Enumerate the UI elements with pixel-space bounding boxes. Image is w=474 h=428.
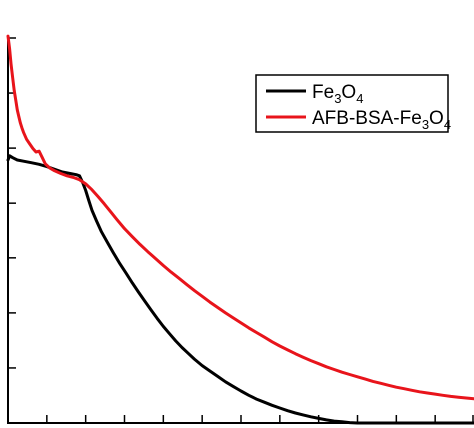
legend-box <box>255 74 449 133</box>
series-line-1 <box>6 154 474 425</box>
legend-label-series-2-part: AFB-BSA-Fe <box>312 108 422 129</box>
legend-label-series-1-sub: 4 <box>356 91 363 106</box>
legend-label-series-2-part: O <box>429 108 444 129</box>
y-ticks <box>8 37 16 424</box>
legend-label-series-1-sub: 3 <box>334 91 341 106</box>
legend-label-series-2-sub: 3 <box>422 117 429 132</box>
series-line-2 <box>6 34 474 401</box>
series-layer <box>6 34 474 425</box>
legend-label-series-1-part: Fe <box>312 82 334 103</box>
legend: Fe3O4 AFB-BSA-Fe3O4 <box>255 74 451 133</box>
legend-label-series-1-part: O <box>341 82 356 103</box>
legend-label-series-2: AFB-BSA-Fe3O4 <box>312 108 451 132</box>
legend-label-series-1: Fe3O4 <box>312 82 363 106</box>
x-ticks <box>7 415 474 423</box>
legend-label-series-2-sub: 4 <box>444 117 451 132</box>
